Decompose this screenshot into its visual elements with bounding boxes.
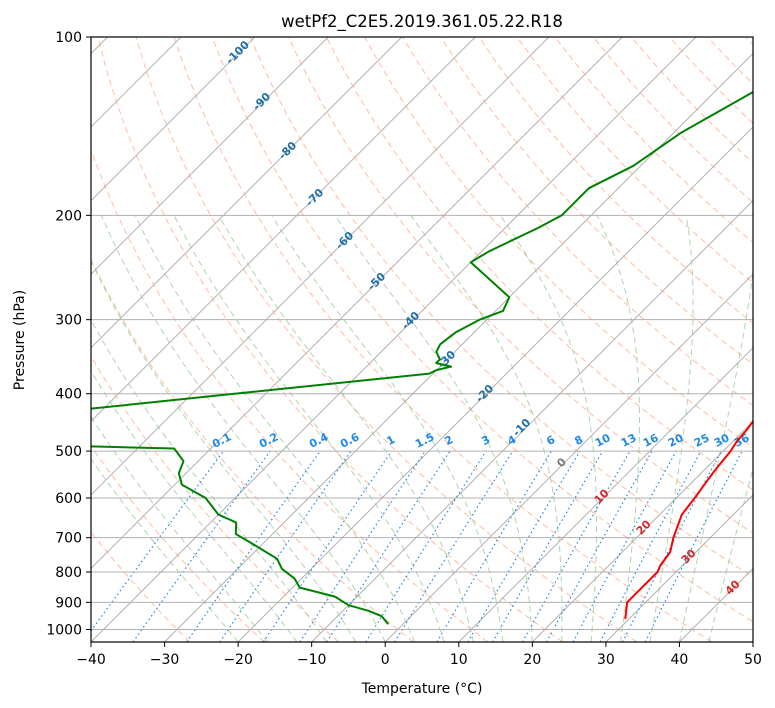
dry-adiabat-line: [135, 37, 638, 642]
moist-adiabat-line: [596, 215, 640, 642]
mixing-ratio-line: [572, 450, 677, 642]
mixing-ratio-label: 30: [712, 431, 732, 450]
y-tick-label: 600: [55, 491, 82, 507]
mixing-ratio-line: [132, 450, 271, 642]
moist-adiabat-line: [91, 259, 357, 642]
moist-adiabat-line: [134, 215, 416, 642]
isotherm-line: [458, 347, 753, 642]
temperature-line: [624, 419, 753, 620]
isotherm-line: [605, 494, 753, 642]
mixing-ratio-label: 36: [732, 431, 752, 450]
isotherm-line: [91, 37, 403, 349]
dry-adiabat-line: [211, 37, 753, 623]
x-tick-label: 30: [597, 652, 615, 668]
moist-adiabat-line: [218, 215, 474, 642]
isotherm-line: [164, 52, 753, 642]
mixing-ratio-label: 20: [666, 431, 686, 450]
y-axis: 100 200 300 400 500 600 700 800 900 1000: [46, 30, 91, 638]
y-tick-label: 1000: [46, 622, 82, 638]
chart-title: wetPf2_C2E5.2019.361.05.22.R18: [281, 12, 563, 32]
y-tick-label: 200: [55, 208, 82, 224]
moist-adiabat-line: [91, 318, 327, 642]
moist-adiabat-line: [101, 215, 386, 642]
plot-frame: [90, 36, 754, 643]
dry-adiabat-line: [173, 37, 713, 642]
dry-adiabat-line: [97, 37, 563, 642]
x-tick-label: −10: [297, 652, 327, 668]
x-axis: −40 −30 −20 −10 0 10 20 30 40 50: [76, 642, 762, 668]
isotherm-line: [531, 420, 753, 642]
y-tick-label: 700: [55, 531, 82, 547]
mixing-ratio-line: [467, 450, 581, 642]
mixing-ratio-line: [326, 450, 451, 642]
moist-adiabat-line: [173, 215, 445, 642]
x-tick-label: 40: [671, 652, 689, 668]
mixing-ratio-line: [394, 450, 514, 642]
y-tick-label: 900: [55, 595, 82, 611]
x-axis-title: Temperature (°C): [361, 681, 483, 697]
dry-adiabat-line: [287, 37, 753, 534]
plot-area: -100-90-80-70-60-50-40-30-20-10010203040…: [91, 37, 753, 642]
moist-adiabat-line: [91, 458, 239, 642]
isotherm-line: [91, 37, 329, 275]
dry-adiabat-line: [326, 37, 753, 491]
moist-adiabat-line: [678, 268, 753, 642]
y-tick-label: 800: [55, 565, 82, 581]
mixing-ratio-line: [365, 450, 487, 642]
x-tick-label: −20: [223, 652, 253, 668]
x-tick-label: −30: [150, 652, 180, 668]
dry-adiabat-line: [91, 258, 414, 642]
y-tick-label: 300: [55, 313, 82, 329]
dry-adiabat-line: [91, 445, 265, 642]
moist-adiabat-line: [91, 369, 298, 642]
moist-adiabat-line: [649, 215, 694, 642]
y-tick-label: 500: [55, 444, 82, 460]
x-tick-label: 50: [744, 652, 762, 668]
mixing-ratio-line: [436, 450, 553, 642]
mixing-ratio-label: 13: [619, 431, 639, 450]
background-lines: [91, 37, 753, 642]
mixing-ratio-label: 25: [692, 431, 712, 450]
isotherm-line: [91, 37, 623, 570]
isotherm-line: [91, 37, 697, 642]
mixing-ratio-label: 16: [641, 431, 661, 450]
moist-adiabat-line: [91, 415, 268, 642]
y-axis-title: Pressure (hPa): [12, 290, 28, 390]
moist-adiabat-line: [334, 215, 533, 642]
x-tick-label: 0: [381, 652, 390, 668]
mixing-ratio-line: [186, 450, 321, 642]
moist-adiabat-line: [410, 215, 563, 642]
x-tick-label: 10: [450, 652, 468, 668]
isotherm-line: [384, 273, 753, 642]
moist-adiabat-line: [271, 215, 504, 642]
x-tick-label: −40: [76, 652, 106, 668]
data-lines: [91, 90, 753, 625]
x-tick-label: 20: [523, 652, 541, 668]
mixing-ratio-line: [599, 450, 702, 642]
isotherm-line: [237, 126, 753, 642]
mixing-ratio-line: [262, 450, 392, 642]
y-tick-label: 400: [55, 387, 82, 403]
isotherm-line: [91, 37, 256, 202]
dewpoint-line: [91, 90, 753, 625]
mixing-ratio-line: [299, 450, 426, 642]
dry-adiabat-line: [249, 37, 753, 578]
isotherm-line: [91, 37, 550, 496]
mixing-ratio-line: [219, 450, 352, 642]
isotherm-line: [91, 37, 476, 423]
mixing-ratio-label: 10: [593, 431, 613, 450]
y-tick-label: 100: [55, 30, 82, 46]
moist-adiabat-line: [499, 215, 598, 642]
